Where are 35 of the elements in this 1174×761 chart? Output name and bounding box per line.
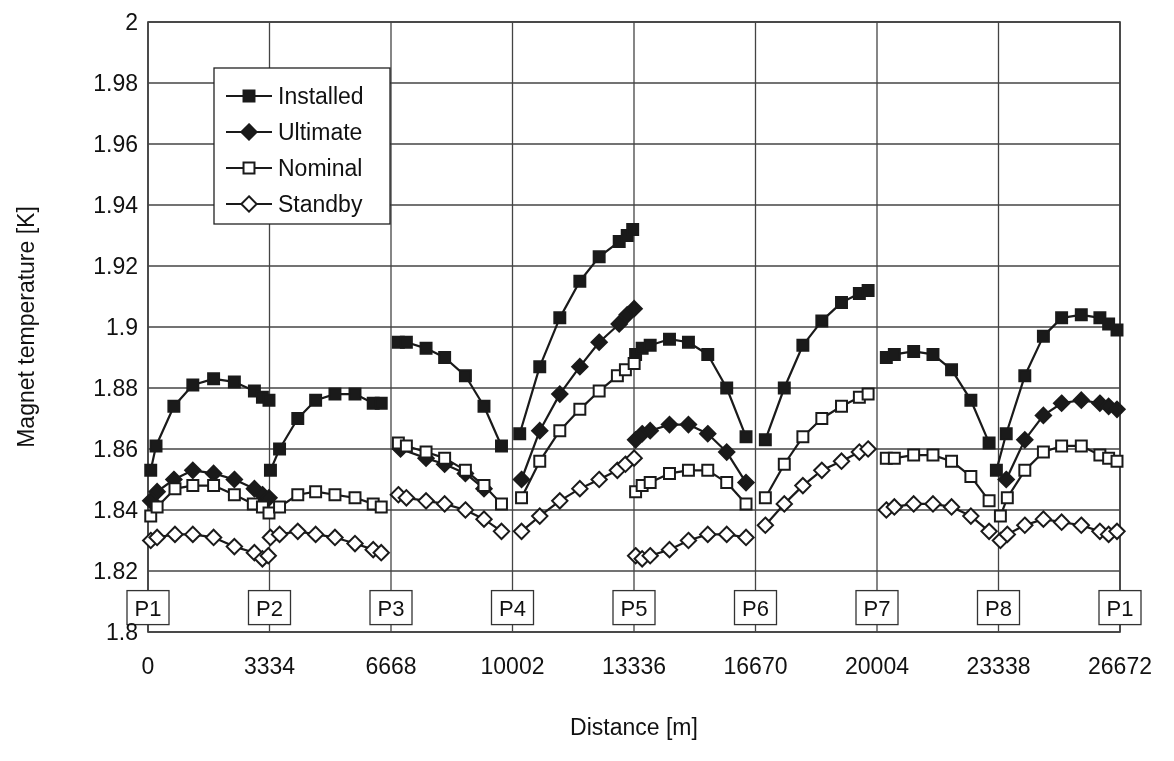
annotation: P2: [256, 595, 283, 621]
x-tick-label: 3334: [243, 653, 296, 679]
x-tick-label: 26672: [1088, 653, 1152, 679]
legend-label: Ultimate: [278, 119, 363, 145]
annotation: P8: [985, 595, 1012, 621]
annotation: P5: [620, 595, 648, 621]
annotation: P1: [1106, 595, 1134, 621]
x-axis-title: Distance [m]: [570, 714, 698, 740]
y-tick-label: 1.92: [93, 253, 138, 279]
x-tick-label: 13336: [602, 653, 666, 679]
y-tick-label: 1.98: [93, 70, 138, 96]
legend-label: Standby: [278, 191, 363, 217]
annotation: P6: [742, 595, 769, 621]
x-tick-label: 23338: [966, 653, 1031, 679]
y-tick-label: 1.94: [93, 192, 139, 218]
y-tick-label: 1.8: [106, 619, 138, 645]
y-tick-label: 1.82: [93, 558, 138, 584]
y-axis-title: Magnet temperature [K]: [13, 206, 39, 448]
x-tick-label: 20004: [845, 653, 910, 679]
annotation: P3: [377, 595, 405, 621]
y-tick-label: 1.86: [93, 436, 138, 462]
x-tick-label: 0: [141, 653, 155, 679]
legend-label: Installed: [278, 83, 364, 109]
annotation: P4: [499, 595, 526, 621]
y-tick-label: 1.88: [93, 375, 138, 401]
legend-label: Nominal: [278, 155, 363, 181]
y-tick-label: 1.96: [93, 131, 138, 157]
x-tick-label: 10002: [480, 653, 545, 679]
y-tick-label: 1.9: [106, 314, 138, 340]
x-tick-label: 16670: [723, 653, 788, 679]
x-tick-label: 6668: [365, 653, 417, 679]
y-tick-label: 2: [125, 9, 138, 35]
annotation: P7: [863, 595, 891, 621]
annotation: P1: [134, 595, 162, 621]
y-tick-label: 1.84: [93, 497, 139, 523]
